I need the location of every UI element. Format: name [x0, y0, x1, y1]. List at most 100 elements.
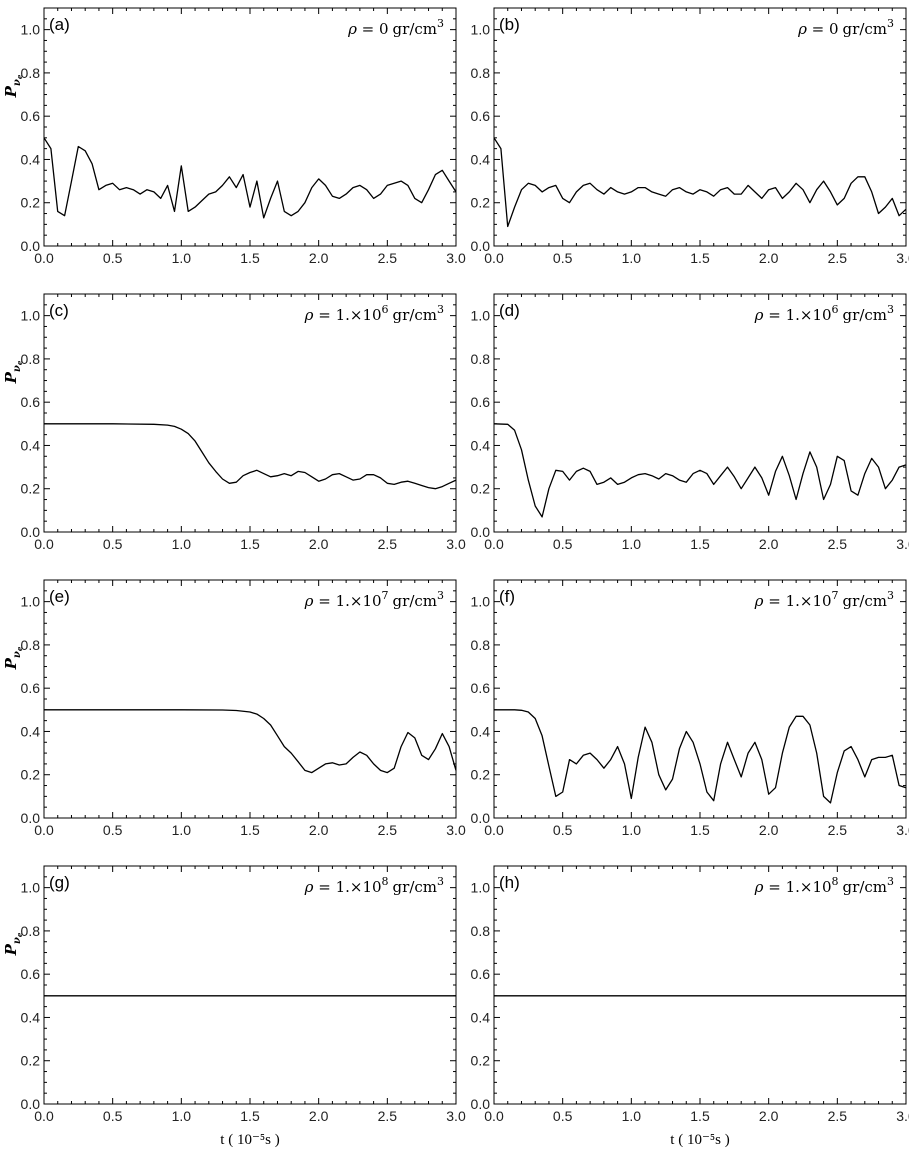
y-tick-label: 0.0	[21, 238, 41, 254]
x-tick-label: 3.0	[896, 822, 909, 838]
panel-d: 0.0 0.5 1.0 1.5 2.0 2.5 3.0 0.0 0.2 0.4 0.6 0.8 1.0 (…	[471, 293, 909, 552]
x-tick-label: 2.5	[378, 250, 398, 266]
x-tick-label: 3.0	[446, 822, 466, 838]
y-tick-label: 1.0	[471, 594, 491, 610]
y-tick-label: 1.0	[21, 880, 41, 896]
density-rho: ρ =	[754, 592, 786, 610]
y-tick-label: 0.2	[21, 195, 41, 211]
density-exponent: 6	[832, 303, 839, 316]
plot-frame	[493, 579, 907, 819]
x-tick-label: 3.0	[896, 1108, 909, 1124]
density-unit-exp: 3	[437, 589, 444, 602]
y-tick-label: 0.8	[21, 923, 41, 939]
x-tick-label: 1.0	[622, 1108, 642, 1124]
y-tick-label: 0.2	[471, 1053, 491, 1069]
density-unit: gr/cm	[393, 20, 437, 38]
y-tick-label: 0.2	[471, 195, 491, 211]
y-label-sub: ν	[12, 79, 23, 86]
y-axis-label: Pνe	[2, 360, 24, 384]
y-tick-label: 0.6	[21, 108, 41, 124]
x-tick-label: 0.0	[34, 536, 54, 552]
density-mantissa: 1.×10	[336, 592, 382, 610]
density-label: ρ = 1.×106 gr/cm3	[304, 303, 444, 324]
x-tick-label: 1.0	[622, 822, 642, 838]
density-mantissa: 0	[829, 20, 839, 38]
x-tick-label: 1.5	[240, 1108, 260, 1124]
y-label-sub: ν	[12, 365, 23, 372]
probability-curve	[493, 423, 907, 518]
y-tick-label: 1.0	[471, 880, 491, 896]
y-axis-label: Pνe	[2, 932, 24, 956]
y-label-subsub: e	[15, 932, 24, 937]
panel-a: 0.0 0.5 1.0 1.5 2.0 2.5 3.0 0.0 0.2 0.4 0.6 0.8 1.0 (…	[2, 7, 466, 266]
panel-label: (h)	[499, 873, 520, 892]
panel-label: (g)	[49, 873, 70, 892]
panel-g: 0.0 0.5 1.0 1.5 2.0 2.5 3.0 0.0 0.2 0.4 0.6 0.8 1.0 (…	[2, 865, 466, 1148]
density-rho: ρ =	[304, 878, 336, 896]
y-tick-label: 0.4	[21, 437, 41, 453]
y-tick-label: 1.0	[471, 22, 491, 38]
x-tick-label: 1.5	[240, 250, 260, 266]
y-label-sub: ν	[12, 651, 23, 658]
x-tick-label: 2.5	[828, 536, 848, 552]
y-tick-label: 0.6	[21, 680, 41, 696]
x-tick-label: 2.0	[759, 822, 779, 838]
panel-label: (e)	[49, 587, 70, 606]
y-label-base: P	[2, 657, 20, 670]
density-exponent: 7	[832, 589, 839, 602]
density-exponent: 8	[832, 875, 839, 888]
x-tick-label: 0.0	[484, 1108, 504, 1124]
density-label: ρ = 1.×108 gr/cm3	[304, 875, 444, 896]
x-tick-label: 1.5	[240, 822, 260, 838]
plot-frame	[43, 865, 457, 1105]
density-unit: gr/cm	[393, 306, 437, 324]
x-tick-label: 1.0	[622, 250, 642, 266]
x-tick-label: 0.5	[553, 536, 573, 552]
x-tick-label: 0.0	[34, 250, 54, 266]
y-tick-label: 1.0	[21, 308, 41, 324]
x-tick-label: 1.5	[240, 536, 260, 552]
panel-b: 0.0 0.5 1.0 1.5 2.0 2.5 3.0 0.0 0.2 0.4 0.6 0.8 1.0 (…	[471, 7, 909, 266]
density-unit-exp: 3	[887, 303, 894, 316]
density-unit: gr/cm	[393, 592, 437, 610]
y-label-subsub: e	[15, 74, 24, 79]
x-tick-label: 2.5	[378, 536, 398, 552]
density-label: ρ = 1.×108 gr/cm3	[754, 875, 894, 896]
x-tick-label: 2.0	[759, 1108, 779, 1124]
density-mantissa: 1.×10	[336, 878, 382, 896]
plot-frame	[493, 7, 907, 247]
panel-label: (d)	[499, 301, 520, 320]
x-tick-label: 0.5	[553, 822, 573, 838]
density-unit: gr/cm	[843, 878, 887, 896]
density-rho: ρ =	[347, 20, 379, 38]
plot-frame	[43, 7, 457, 247]
x-tick-label: 0.0	[484, 822, 504, 838]
y-tick-label: 0.6	[21, 966, 41, 982]
y-tick-label: 1.0	[21, 22, 41, 38]
x-tick-label: 0.0	[34, 1108, 54, 1124]
y-tick-label: 0.6	[21, 394, 41, 410]
x-tick-label: 2.5	[828, 1108, 848, 1124]
x-tick-label: 3.0	[896, 536, 909, 552]
y-tick-label: 0.6	[471, 108, 491, 124]
density-label: ρ = 1.×107 gr/cm3	[754, 589, 894, 610]
y-tick-label: 0.2	[21, 1053, 41, 1069]
y-tick-label: 0.2	[471, 767, 491, 783]
y-tick-label: 0.4	[21, 151, 41, 167]
plot-frame	[493, 293, 907, 533]
density-unit-exp: 3	[887, 17, 894, 30]
density-unit-exp: 3	[437, 303, 444, 316]
plot-frame	[43, 293, 457, 533]
y-tick-label: 1.0	[471, 308, 491, 324]
density-label: ρ = 0 gr/cm3	[797, 17, 894, 38]
x-tick-label: 0.0	[484, 536, 504, 552]
density-unit-exp: 3	[887, 589, 894, 602]
y-tick-label: 0.8	[21, 637, 41, 653]
y-axis-label: Pνe	[2, 646, 24, 670]
y-label-base: P	[2, 85, 20, 98]
x-tick-label: 3.0	[446, 536, 466, 552]
x-tick-label: 1.0	[172, 536, 192, 552]
plot-frame	[43, 579, 457, 819]
y-tick-label: 0.8	[471, 637, 491, 653]
probability-curve	[44, 423, 457, 490]
